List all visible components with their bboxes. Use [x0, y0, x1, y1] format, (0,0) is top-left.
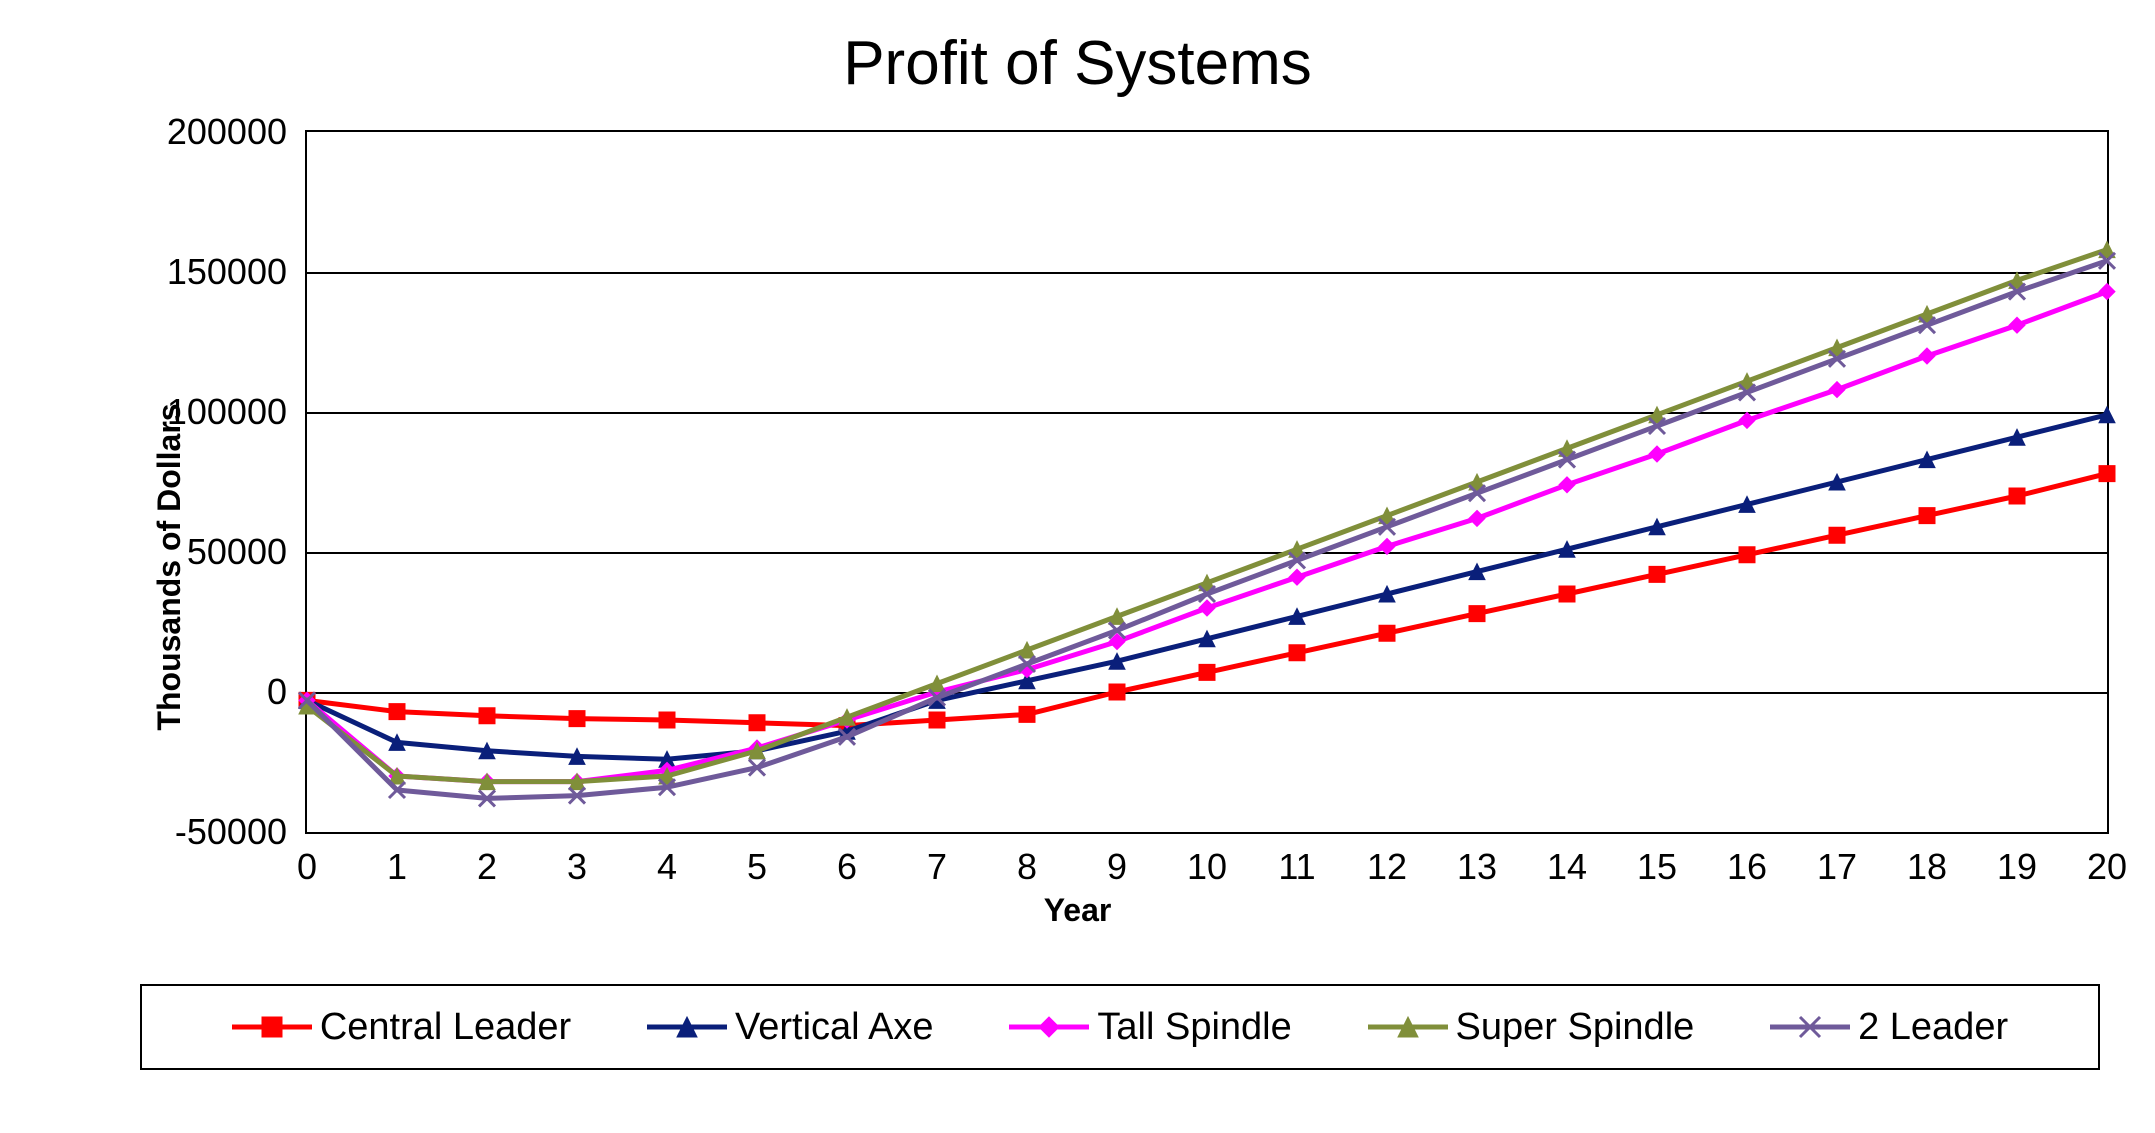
legend-swatch: [1770, 1012, 1850, 1042]
x-tick-label: 8: [1017, 846, 1037, 888]
x-axis-label: Year: [0, 892, 2155, 929]
y-tick-label: 200000: [167, 111, 287, 153]
series-marker: [1199, 664, 1215, 680]
plot-area: -500000500001000001500002000000123456789…: [305, 130, 2109, 834]
y-tick-label: 50000: [187, 531, 287, 573]
x-tick-label: 18: [1907, 846, 1947, 888]
chart-title: Profit of Systems: [0, 28, 2155, 99]
x-tick-label: 6: [837, 846, 857, 888]
series-marker: [1829, 527, 1845, 543]
legend-swatch: [1009, 1012, 1089, 1042]
legend-item: Central Leader: [232, 1006, 571, 1049]
series-marker: [1109, 684, 1125, 700]
legend-item: Super Spindle: [1368, 1006, 1695, 1049]
series-marker: [2099, 284, 2115, 300]
series-marker: [1559, 586, 1575, 602]
series-marker: [2009, 317, 2025, 333]
x-tick-label: 13: [1457, 846, 1497, 888]
chart-container: Profit of Systems Thousands of Dollars -…: [0, 0, 2155, 1133]
x-tick-label: 10: [1187, 846, 1227, 888]
legend: Central Leader Vertical Axe Tall Spindle Su…: [140, 984, 2100, 1070]
series-marker: [1379, 625, 1395, 641]
legend-label: Super Spindle: [1456, 1006, 1695, 1049]
x-tick-label: 7: [927, 846, 947, 888]
x-tick-label: 15: [1637, 846, 1677, 888]
x-tick-label: 2: [477, 846, 497, 888]
series-marker: [2009, 488, 2025, 504]
series-marker: [929, 712, 945, 728]
series-marker: [569, 711, 585, 727]
x-tick-label: 14: [1547, 846, 1587, 888]
series-marker: [1289, 569, 1305, 585]
legend-item: 2 Leader: [1770, 1006, 2008, 1049]
legend-label: Tall Spindle: [1097, 1006, 1291, 1049]
x-tick-label: 17: [1817, 846, 1857, 888]
series-marker: [1019, 706, 1035, 722]
y-tick-label: 150000: [167, 251, 287, 293]
legend-swatch: [1368, 1012, 1448, 1042]
x-tick-label: 5: [747, 846, 767, 888]
series-marker: [1469, 606, 1485, 622]
legend-swatch: [232, 1012, 312, 1042]
series-marker: [1469, 510, 1485, 526]
series-marker: [1379, 538, 1395, 554]
series-marker: [1649, 566, 1665, 582]
x-tick-label: 20: [2087, 846, 2127, 888]
series-marker: [1559, 477, 1575, 493]
series-marker: [1739, 547, 1755, 563]
series-marker: [1919, 348, 1935, 364]
y-tick-label: -50000: [175, 811, 287, 853]
chart-svg: [307, 132, 2107, 832]
x-tick-label: 16: [1727, 846, 1767, 888]
x-tick-label: 19: [1997, 846, 2037, 888]
series-marker: [1829, 382, 1845, 398]
x-tick-label: 1: [387, 846, 407, 888]
legend-item: Tall Spindle: [1009, 1006, 1291, 1049]
x-tick-label: 0: [297, 846, 317, 888]
x-tick-label: 9: [1107, 846, 1127, 888]
y-tick-label: 100000: [167, 391, 287, 433]
series-marker: [659, 712, 675, 728]
series-line: [307, 250, 2107, 782]
legend-label: 2 Leader: [1858, 1006, 2008, 1049]
series-marker: [389, 704, 405, 720]
legend-swatch: [647, 1012, 727, 1042]
x-tick-label: 3: [567, 846, 587, 888]
y-tick-label: 0: [267, 671, 287, 713]
series-marker: [1649, 446, 1665, 462]
series-marker: [1199, 600, 1215, 616]
y-axis-label: Thousands of Dollars: [151, 403, 188, 730]
x-tick-label: 11: [1278, 846, 1315, 888]
series-marker: [479, 708, 495, 724]
legend-label: Vertical Axe: [735, 1006, 934, 1049]
legend-item: Vertical Axe: [647, 1006, 934, 1049]
x-tick-label: 4: [657, 846, 677, 888]
series-marker: [1919, 508, 1935, 524]
x-tick-label: 12: [1367, 846, 1407, 888]
series-marker: [2099, 466, 2115, 482]
series-marker: [1289, 645, 1305, 661]
series-marker: [749, 715, 765, 731]
series-marker: [1739, 412, 1755, 428]
legend-label: Central Leader: [320, 1006, 571, 1049]
